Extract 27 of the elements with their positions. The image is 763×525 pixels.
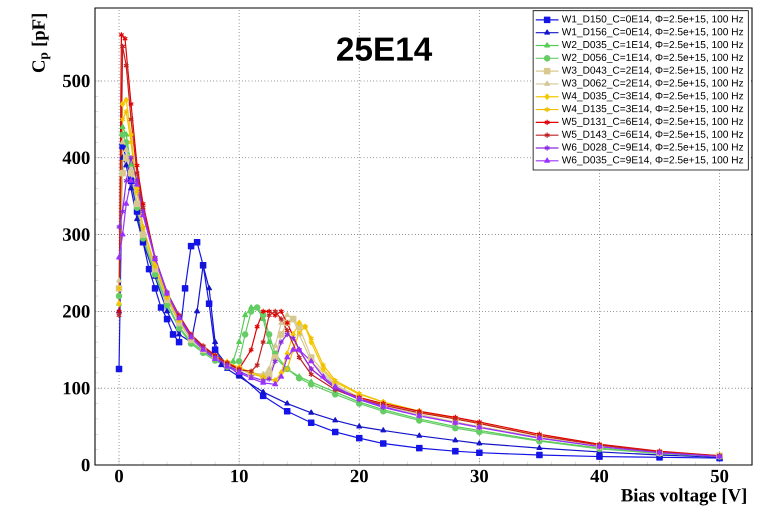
legend-label: W1_D156_C=0E14, Φ=2.5e+15, 100 Hz	[562, 28, 744, 38]
legend-label: W5_D143_C=6E14, Φ=2.5e+15, 100 Hz	[562, 130, 744, 140]
legend-label: W2_D035_C=1E14, Φ=2.5e+15, 100 Hz	[562, 40, 744, 50]
legend-label: W3_D043_C=2E14, Φ=2.5e+15, 100 Hz	[562, 66, 744, 76]
y-tick-label: 200	[63, 305, 90, 318]
legend-label: W1_D150_C=0E14, Φ=2.5e+15, 100 Hz	[562, 15, 744, 24]
y-tick-label: 300	[63, 228, 90, 241]
legend-label: W4_D035_C=3E14, Φ=2.5e+15, 100 Hz	[562, 92, 744, 102]
x-tick-label: 0	[115, 470, 123, 482]
x-tick-label: 10	[231, 470, 248, 482]
x-tick-label: 20	[350, 470, 368, 482]
legend-label: W3_D062_C=2E14, Φ=2.5e+15, 100 Hz	[562, 79, 744, 88]
x-axis-title: Bias voltage [V]	[621, 488, 746, 506]
y-axis-title: C$_{p}$ [pF]	[32, 14, 50, 72]
legend-label: W2_D056_C=1E14, Φ=2.5e+15, 100 Hz	[562, 54, 744, 63]
legend-label: W4_D135_C=3E14, Φ=2.5e+15, 100 Hz	[562, 105, 744, 114]
y-tick-label: 100	[64, 382, 90, 394]
legend-label: W6_D035_C=9E14, Φ=2.5e+15, 100 Hz	[562, 156, 744, 166]
legend-label: W5_D131_C=6E14, Φ=2.5e+15, 100 Hz	[562, 118, 744, 127]
text: 25E14	[337, 37, 432, 61]
y-tick-label: 500	[63, 74, 90, 88]
y-tick-label: 0	[82, 458, 90, 472]
y-tick-label: 400	[62, 151, 90, 164]
x-tick-label: 40	[590, 470, 608, 482]
x-tick-label: 50	[710, 470, 728, 482]
x-tick-label: 30	[470, 470, 488, 482]
legend-label: W6_D028_C=9E14, Φ=2.5e+15, 100 Hz	[562, 143, 744, 153]
